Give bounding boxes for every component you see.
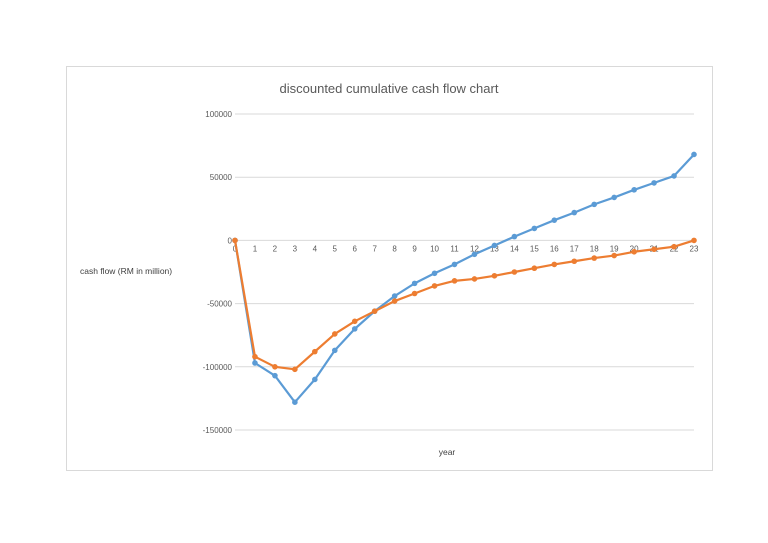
- x-tick-label: 17: [570, 244, 579, 253]
- data-point: [531, 225, 538, 232]
- data-point: [252, 353, 258, 360]
- data-point: [611, 194, 617, 201]
- data-point: [411, 280, 418, 287]
- x-tick-label: 4: [313, 244, 318, 253]
- data-point: [571, 258, 578, 265]
- data-point: [631, 187, 637, 193]
- data-point: [351, 326, 358, 332]
- x-tick-label: 15: [530, 244, 539, 253]
- data-point: [471, 251, 478, 258]
- data-point: [451, 278, 458, 284]
- data-point: [691, 151, 697, 158]
- chart-title: discounted cumulative cash flow chart: [280, 81, 499, 96]
- x-tick-label: 18: [590, 244, 599, 253]
- x-tick-label: 10: [430, 244, 439, 253]
- x-tick-label: 9: [412, 244, 417, 253]
- x-tick-label: 14: [510, 244, 519, 253]
- data-point: [312, 376, 318, 383]
- x-tick-label: 11: [450, 244, 459, 253]
- data-point: [331, 331, 338, 337]
- data-point: [511, 233, 518, 240]
- x-tick-label: 1: [253, 244, 258, 253]
- series-line-1: [233, 153, 695, 404]
- data-point: [272, 372, 278, 379]
- x-tick-label: 6: [353, 244, 358, 253]
- x-tick-label: 7: [372, 244, 377, 253]
- x-axis-label: year: [439, 447, 456, 457]
- data-point: [272, 364, 278, 370]
- data-point: [571, 209, 578, 216]
- data-point: [471, 276, 478, 282]
- data-point: [391, 293, 398, 299]
- x-tick-label: 16: [550, 244, 559, 253]
- data-point: [312, 348, 318, 355]
- y-axis-label: cash flow (RM in million): [80, 266, 172, 276]
- x-tick-label: 20: [630, 244, 639, 253]
- data-point: [451, 261, 458, 268]
- y-tick-label: 0: [228, 236, 233, 245]
- x-tick-label: 8: [392, 244, 397, 253]
- data-point: [671, 243, 677, 250]
- data-point: [691, 237, 697, 244]
- x-tick-label: 5: [333, 244, 338, 253]
- data-point: [551, 261, 558, 268]
- data-point: [331, 347, 338, 354]
- y-tick-label: 100000: [205, 110, 232, 119]
- y-tick-label: -100000: [203, 363, 233, 372]
- data-point: [551, 217, 558, 223]
- data-point: [491, 272, 498, 279]
- data-point: [411, 290, 418, 297]
- x-tick-label: 2: [273, 244, 278, 253]
- data-point: [531, 265, 538, 272]
- data-point: [511, 269, 518, 275]
- series-line-2: [233, 239, 695, 371]
- data-point: [631, 248, 637, 255]
- data-point: [232, 237, 238, 244]
- data-point: [591, 255, 598, 261]
- x-tick-label: 3: [293, 244, 298, 253]
- data-point: [651, 246, 657, 253]
- data-point: [611, 252, 617, 259]
- x-tick-label: 12: [470, 244, 479, 253]
- data-point: [431, 283, 438, 289]
- data-point: [671, 173, 677, 179]
- data-point: [292, 366, 298, 373]
- x-tick-label: 19: [610, 244, 619, 253]
- data-point: [351, 318, 358, 325]
- data-point: [491, 242, 498, 249]
- data-point: [591, 201, 598, 208]
- data-point: [292, 399, 298, 405]
- data-point: [651, 180, 657, 186]
- x-tick-label: 23: [690, 244, 699, 253]
- y-tick-label: -50000: [207, 300, 232, 309]
- y-tick-label: 50000: [210, 173, 233, 182]
- data-point: [252, 360, 258, 366]
- x-tick-label: 13: [490, 244, 499, 253]
- data-point: [391, 298, 398, 304]
- data-point: [431, 270, 438, 277]
- chart-area: [66, 66, 713, 471]
- data-point: [371, 308, 378, 314]
- y-tick-label: -150000: [203, 426, 233, 435]
